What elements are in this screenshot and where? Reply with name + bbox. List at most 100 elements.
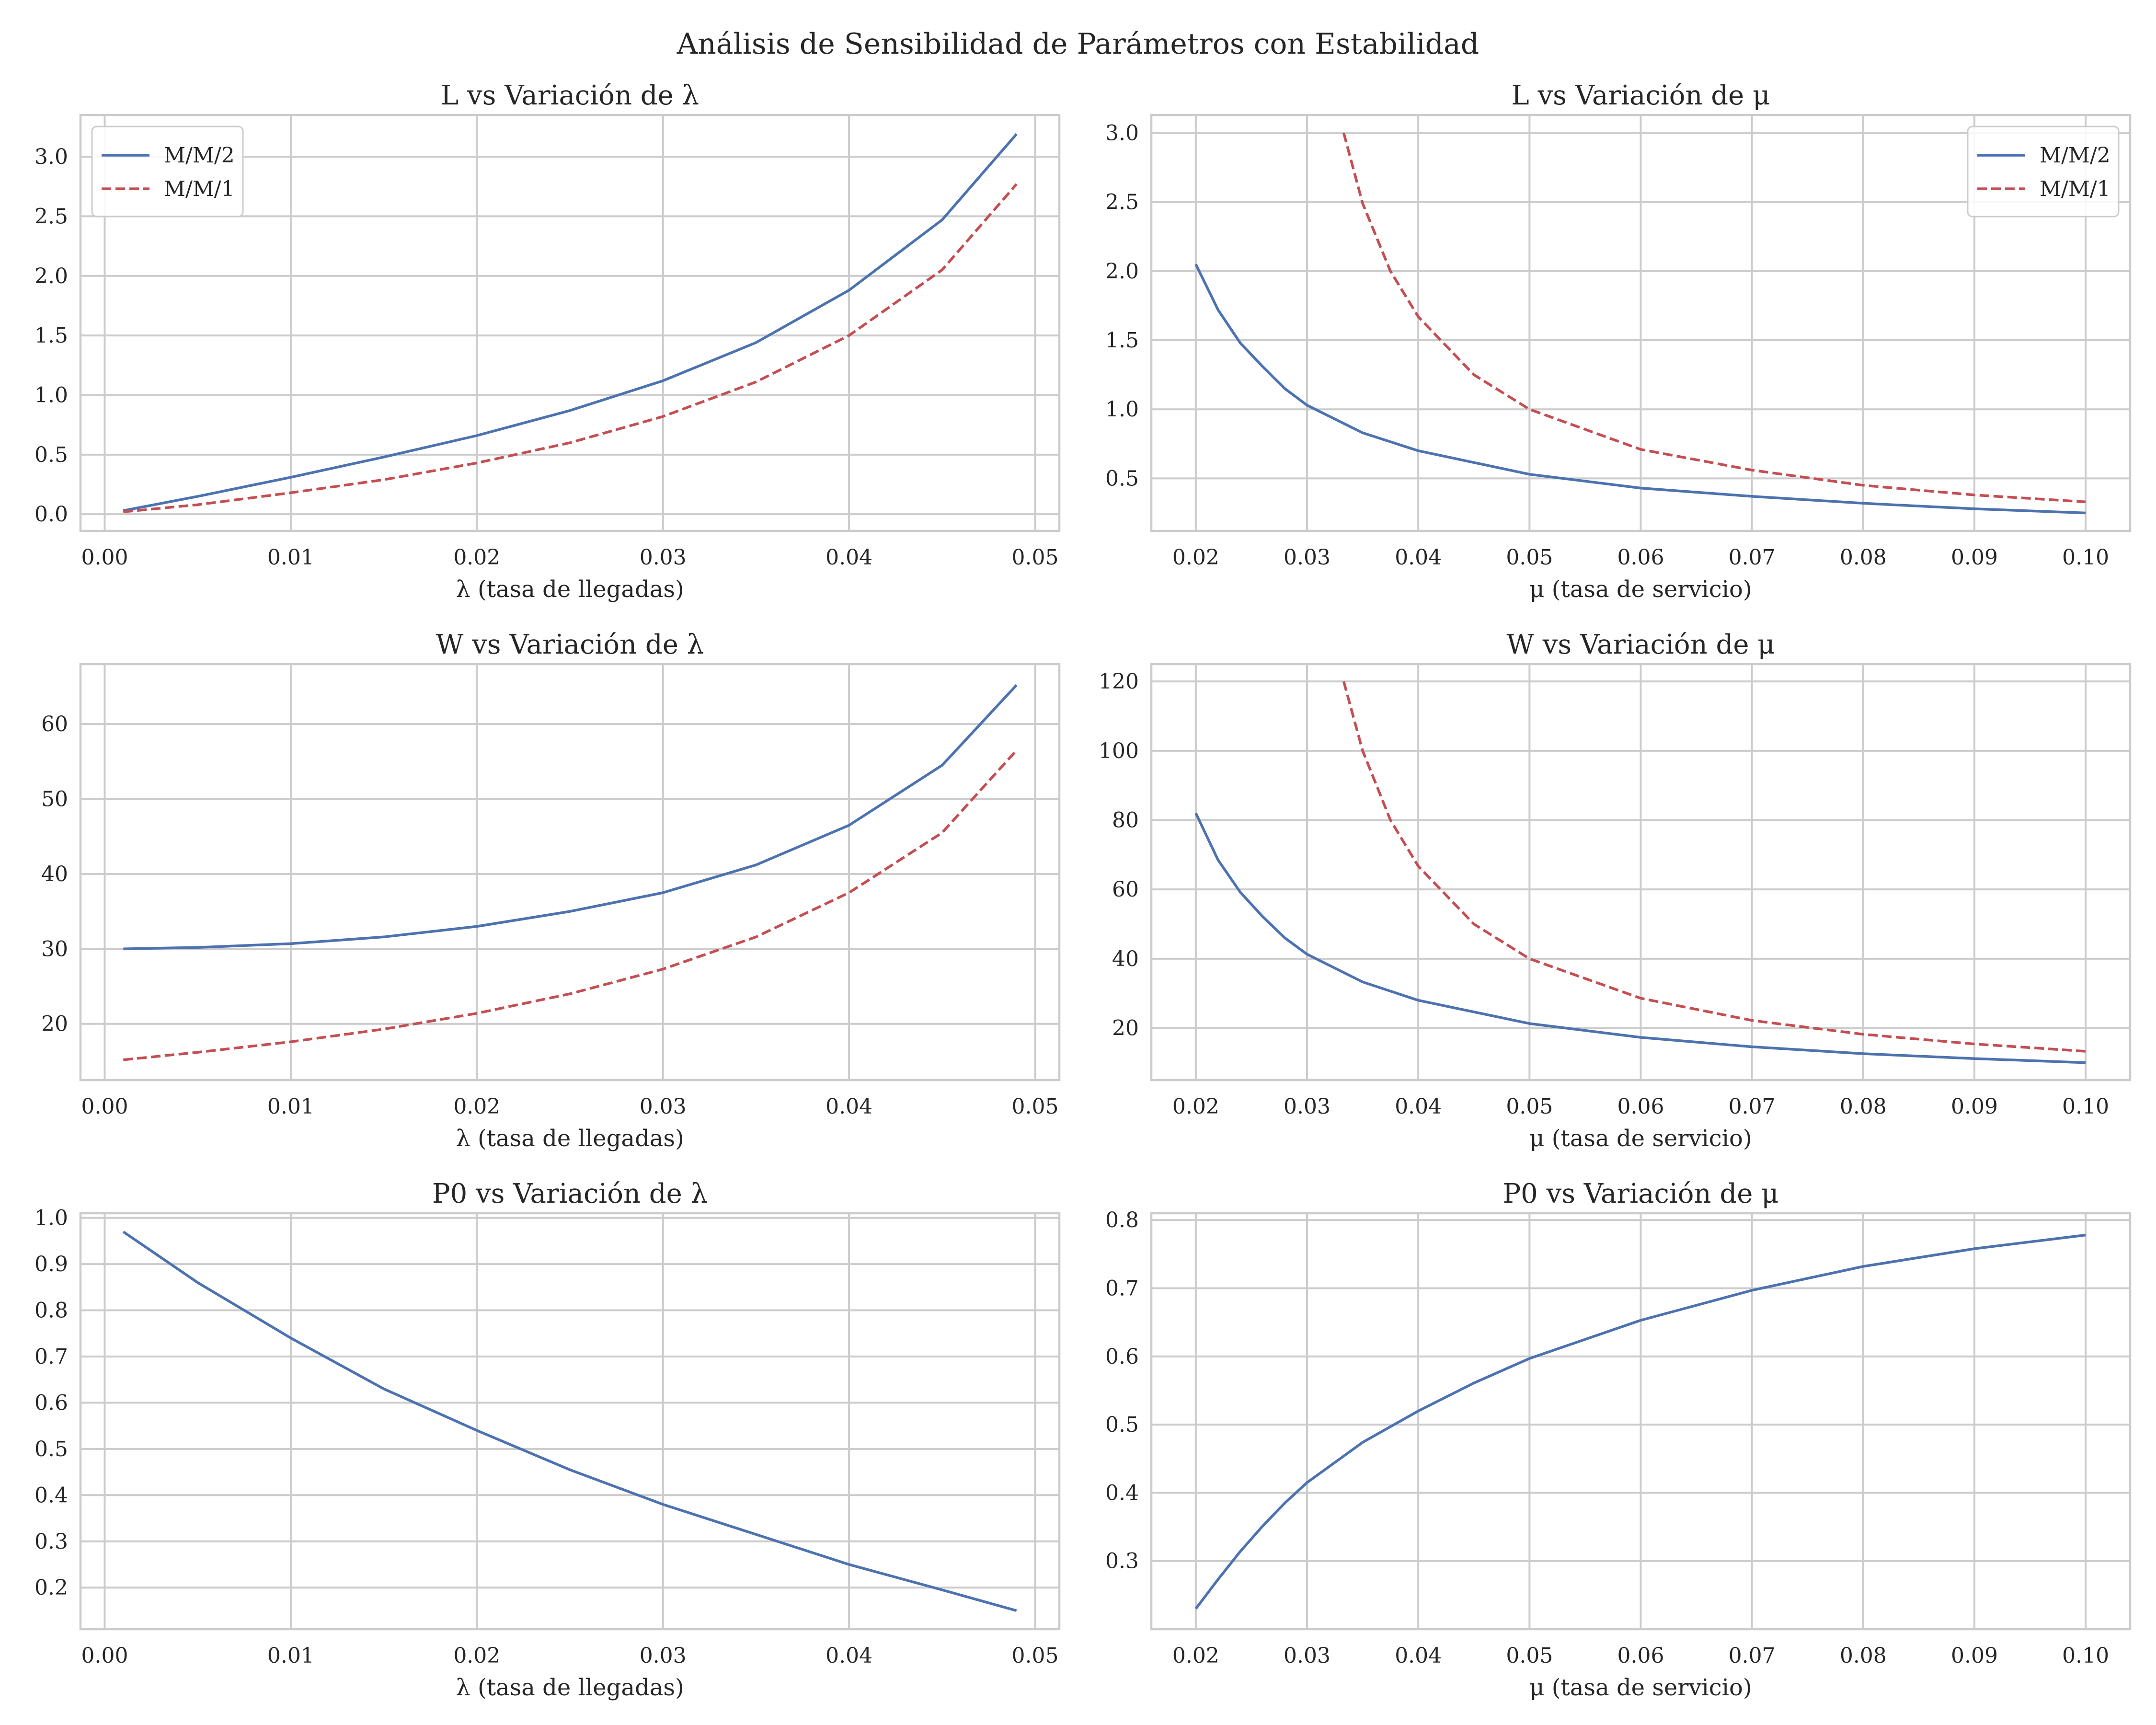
y-tick-label: 80 bbox=[1112, 808, 1139, 833]
y-tick-label: 0.9 bbox=[34, 1252, 68, 1276]
legend-frame bbox=[1967, 126, 2120, 218]
series-line-mm1 bbox=[1342, 132, 2086, 504]
x-tick-label: 0.04 bbox=[826, 1644, 872, 1668]
y-tick-label: 40 bbox=[1112, 947, 1139, 971]
y-tick-label: 3.0 bbox=[1105, 121, 1139, 145]
y-tick-label: 40 bbox=[41, 862, 68, 886]
x-tick-label: 0.05 bbox=[1012, 1094, 1059, 1119]
x-tick-label: 0.03 bbox=[1284, 1094, 1330, 1119]
y-tick-label: 0.3 bbox=[1105, 1549, 1139, 1574]
x-tick-label: 0.06 bbox=[1617, 1644, 1664, 1668]
series-line-mm2 bbox=[1194, 1233, 2086, 1610]
x-tick-label: 0.10 bbox=[2062, 1094, 2109, 1119]
x-tick-label: 0.09 bbox=[1951, 545, 1998, 570]
subplot-L-mu: 0.02 0.03 0.04 0.05 0.06 0.07 0.08 0.09 0.10 0.5 1… bbox=[1105, 80, 2132, 603]
x-axis-label: μ (tasa de servicio) bbox=[1529, 1674, 1752, 1701]
legend-label: M/M/1 bbox=[2040, 177, 2110, 201]
y-tick-label: 0.5 bbox=[1105, 1413, 1139, 1437]
legend-label: M/M/1 bbox=[164, 177, 235, 201]
subplot-title: P0 vs Variación de μ bbox=[1502, 1178, 1778, 1209]
y-tick-label: 0.6 bbox=[1105, 1345, 1139, 1369]
x-axis-label: μ (tasa de servicio) bbox=[1529, 1125, 1752, 1152]
x-tick-label: 0.04 bbox=[1395, 1094, 1442, 1119]
x-tick-label: 0.01 bbox=[267, 1644, 314, 1668]
x-tick-label: 0.00 bbox=[81, 545, 128, 570]
y-tick-label: 0.5 bbox=[34, 1437, 68, 1461]
legend-label: M/M/2 bbox=[164, 143, 235, 168]
x-tick-label: 0.02 bbox=[1172, 1644, 1219, 1668]
x-tick-label: 0.03 bbox=[640, 1094, 687, 1119]
x-tick-label: 0.02 bbox=[1172, 1094, 1219, 1119]
y-tick-label: 1.5 bbox=[1105, 328, 1139, 353]
axes-frame bbox=[1150, 114, 2132, 532]
x-tick-label: 0.09 bbox=[1951, 1094, 1998, 1119]
series-line-mm2 bbox=[123, 133, 1018, 512]
x-tick-label: 0.01 bbox=[267, 545, 314, 570]
legend: M/M/2 M/M/1 bbox=[1967, 126, 2120, 218]
y-tick-label: 30 bbox=[41, 937, 68, 961]
y-tick-label: 60 bbox=[41, 712, 68, 736]
x-tick-label: 0.02 bbox=[453, 1094, 500, 1119]
series-line-mm2 bbox=[123, 684, 1018, 951]
x-tick-label: 0.02 bbox=[453, 545, 500, 570]
x-tick-label: 0.04 bbox=[1395, 545, 1442, 570]
y-tick-label: 2.5 bbox=[1105, 190, 1139, 215]
x-tick-label: 0.04 bbox=[826, 545, 872, 570]
subplot-title: L vs Variación de λ bbox=[441, 80, 699, 111]
subplot-grid: 0.00 0.01 0.02 0.03 0.04 0.05 0.0 0.5 1.0 1.5 2.0 2… bbox=[34, 80, 2132, 1701]
series-line-mm1 bbox=[1342, 681, 2086, 1053]
x-tick-label: 0.09 bbox=[1951, 1644, 1998, 1668]
subplot-title: P0 vs Variación de λ bbox=[432, 1178, 708, 1209]
y-tick-label: 1.0 bbox=[1105, 397, 1139, 422]
axes-frame bbox=[79, 1212, 1061, 1631]
y-tick-label: 0.8 bbox=[1105, 1208, 1139, 1232]
axes-frame bbox=[1150, 663, 2132, 1081]
subplot-W-mu: 0.02 0.03 0.04 0.05 0.06 0.07 0.08 0.09 0.10 20 40… bbox=[1099, 629, 2132, 1152]
x-axis-label: λ (tasa de llegadas) bbox=[456, 576, 684, 603]
y-tick-label: 50 bbox=[41, 787, 68, 812]
x-tick-label: 0.03 bbox=[1284, 1644, 1330, 1668]
x-tick-label: 0.05 bbox=[1012, 545, 1059, 570]
y-tick-label: 1.0 bbox=[34, 1206, 68, 1230]
y-tick-label: 2.0 bbox=[1105, 259, 1139, 284]
x-tick-label: 0.08 bbox=[1840, 1644, 1887, 1668]
y-tick-label: 0.6 bbox=[34, 1391, 68, 1415]
series-line-mm1 bbox=[123, 183, 1018, 513]
subplot-title: W vs Variación de μ bbox=[1506, 629, 1775, 660]
subplot-title: L vs Variación de μ bbox=[1512, 80, 1770, 111]
x-tick-label: 0.05 bbox=[1506, 1644, 1553, 1668]
x-tick-label: 0.08 bbox=[1840, 1094, 1887, 1119]
x-tick-label: 0.03 bbox=[640, 545, 687, 570]
y-tick-label: 120 bbox=[1099, 669, 1139, 694]
x-axis-label: λ (tasa de llegadas) bbox=[456, 1674, 684, 1701]
legend-frame bbox=[91, 126, 244, 218]
x-tick-label: 0.05 bbox=[1506, 1094, 1553, 1119]
series-line-mm1 bbox=[123, 749, 1018, 1061]
x-axis-label: λ (tasa de llegadas) bbox=[456, 1125, 684, 1152]
x-tick-label: 0.03 bbox=[640, 1644, 687, 1668]
x-tick-label: 0.06 bbox=[1617, 545, 1664, 570]
x-tick-label: 0.02 bbox=[453, 1644, 500, 1668]
x-tick-label: 0.08 bbox=[1840, 545, 1887, 570]
x-tick-label: 0.00 bbox=[81, 1094, 128, 1119]
x-tick-label: 0.00 bbox=[81, 1644, 128, 1668]
y-tick-label: 0.2 bbox=[34, 1576, 68, 1600]
x-tick-label: 0.05 bbox=[1506, 545, 1553, 570]
legend: M/M/2 M/M/1 bbox=[91, 126, 244, 218]
x-tick-label: 0.06 bbox=[1617, 1094, 1664, 1119]
y-tick-label: 0.4 bbox=[1105, 1481, 1139, 1505]
subplot-L-lambda: 0.00 0.01 0.02 0.03 0.04 0.05 0.0 0.5 1.0 1.5 2.0 2… bbox=[34, 80, 1061, 603]
y-tick-label: 100 bbox=[1099, 739, 1139, 763]
series-line-mm2 bbox=[1194, 812, 2086, 1064]
y-tick-label: 20 bbox=[41, 1012, 68, 1036]
x-tick-label: 0.03 bbox=[1284, 545, 1330, 570]
x-tick-label: 0.04 bbox=[1395, 1644, 1442, 1668]
series-line-mm2 bbox=[1194, 264, 2086, 515]
x-axis-label: μ (tasa de servicio) bbox=[1529, 576, 1752, 603]
subplot-P0-lambda: 0.00 0.01 0.02 0.03 0.04 0.05 0.2 0.3 0.4 0.5 0.6 0… bbox=[34, 1178, 1061, 1701]
axes-frame bbox=[79, 114, 1061, 532]
x-tick-label: 0.01 bbox=[267, 1094, 314, 1119]
y-tick-label: 2.0 bbox=[34, 264, 68, 288]
